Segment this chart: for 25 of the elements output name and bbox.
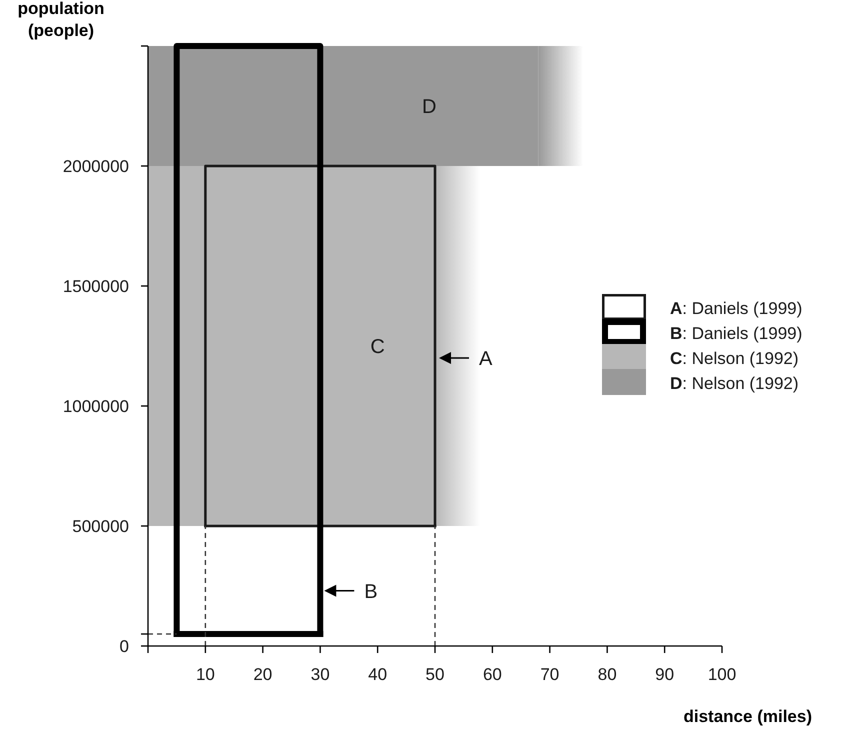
x-tick-label: 50 — [426, 665, 444, 684]
y-tick-label: 1000000 — [62, 397, 129, 416]
annotation: A — [479, 348, 493, 370]
x-tick-label: 30 — [310, 665, 330, 684]
x-tick-label: 70 — [540, 665, 560, 684]
annotation: D — [422, 96, 436, 118]
x-tick-label: 40 — [368, 665, 388, 684]
legend-label: B: Daniels (1999) — [670, 324, 802, 343]
x-axis-title: distance (miles) — [684, 707, 812, 726]
y-tick-label: 0 — [120, 637, 129, 656]
legend-label: D: Nelson (1992) — [670, 374, 799, 393]
y-tick-label: 2000000 — [62, 157, 129, 176]
x-tick-label: 20 — [253, 665, 272, 684]
x-tick-label: 60 — [482, 665, 502, 684]
x-tick-label: 90 — [655, 665, 674, 684]
annotation: B — [364, 580, 378, 603]
annotation: C — [370, 336, 385, 358]
x-tick-label: 80 — [598, 665, 617, 684]
legend-label: A: Daniels (1999) — [670, 299, 802, 318]
y-tick-label: 500000 — [72, 517, 129, 536]
x-tick-label: 10 — [196, 665, 215, 684]
x-tick-label: 100 — [708, 665, 736, 684]
y-tick-label: 1500000 — [62, 277, 129, 296]
legend-label: C: Nelson (1992) — [670, 349, 799, 368]
y-axis-title: population (people) — [18, 0, 104, 40]
